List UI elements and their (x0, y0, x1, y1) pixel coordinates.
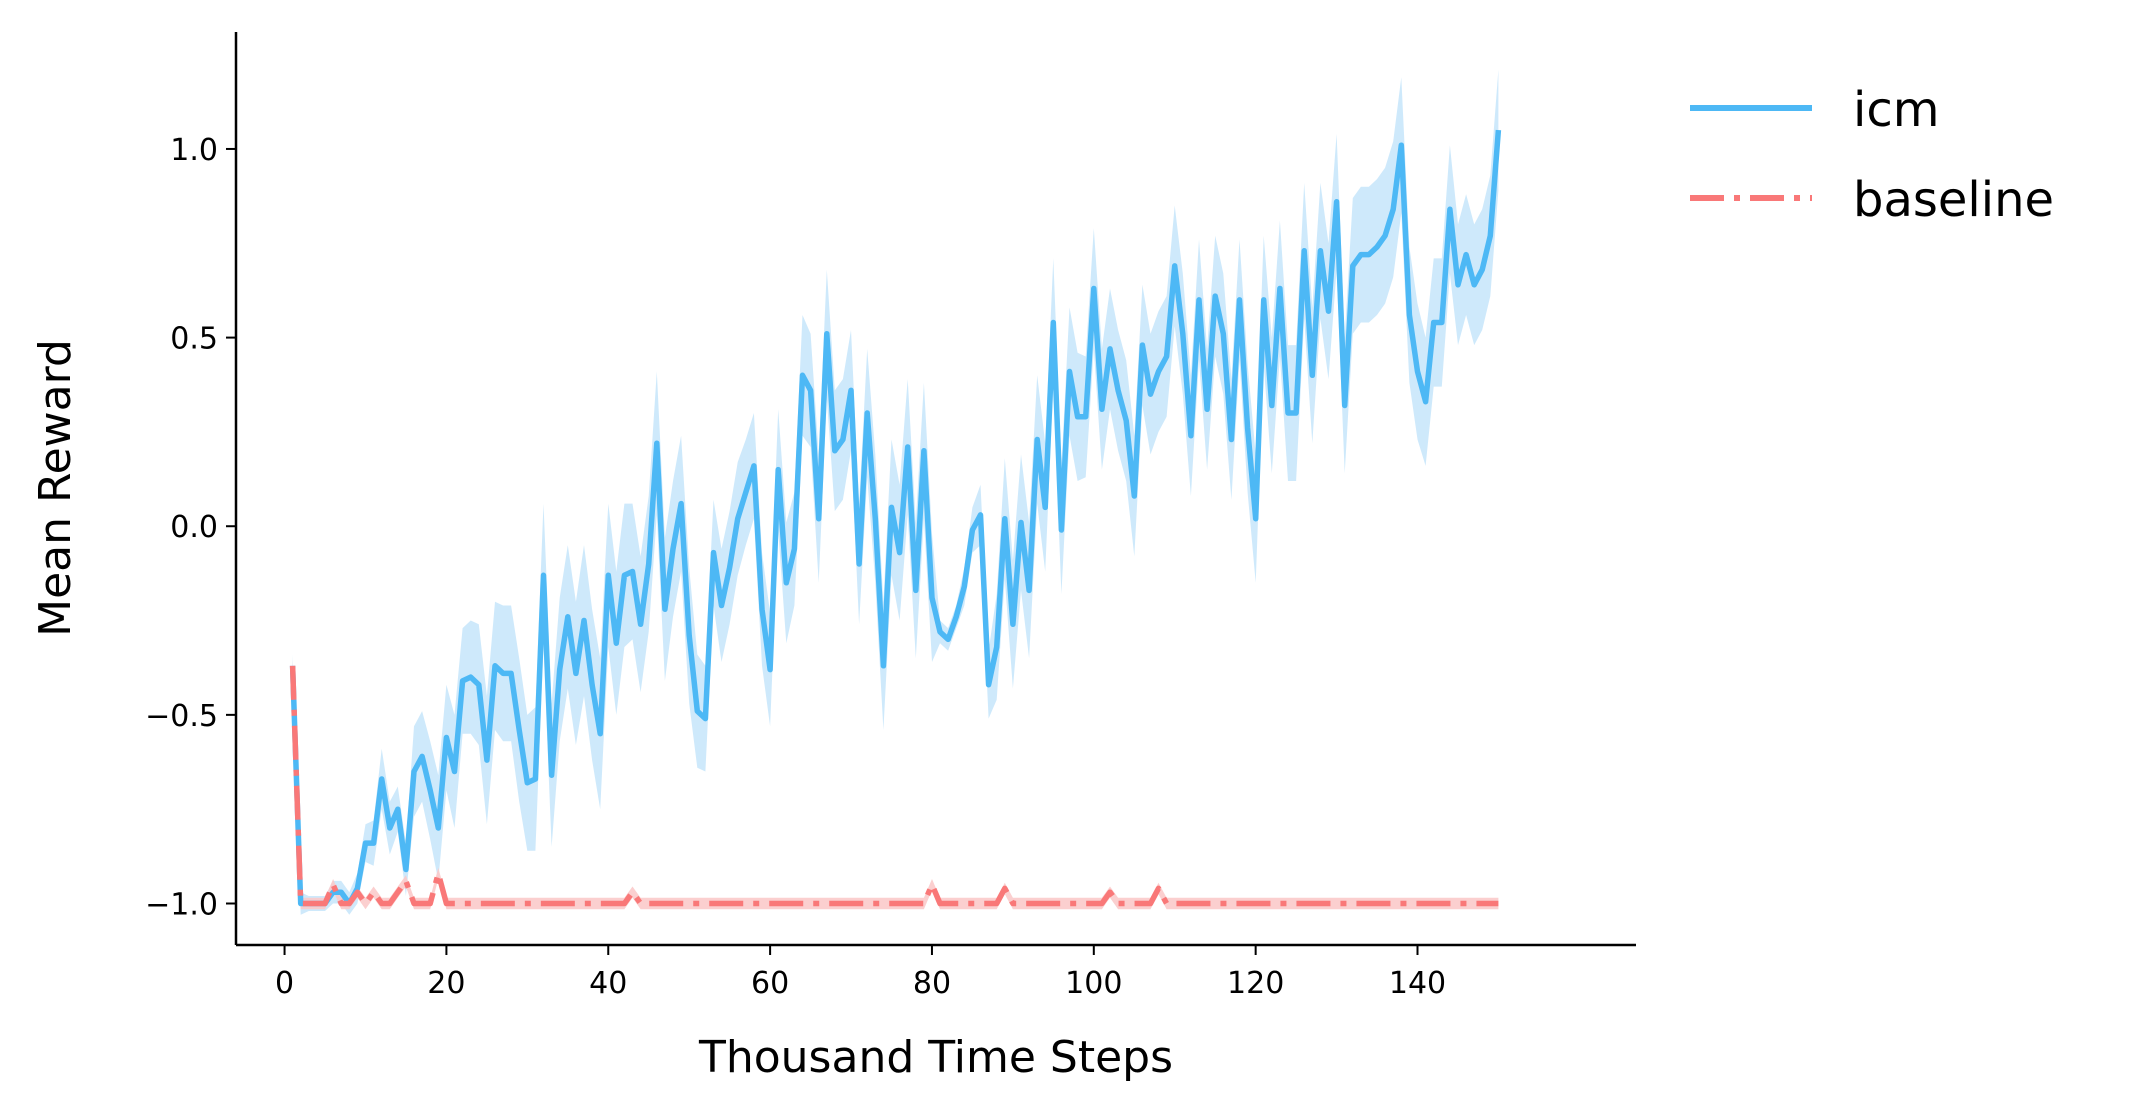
x-tick-label: 40 (589, 966, 627, 1001)
axes (234, 32, 1636, 947)
y-tick-label: −1.0 (145, 888, 218, 923)
y-tick-label: 1.0 (170, 133, 218, 168)
x-tick-label: 140 (1389, 966, 1446, 1001)
y-tick-label: 0.5 (170, 322, 218, 357)
series-lines (289, 129, 1502, 907)
legend: icm baseline (1690, 82, 2054, 228)
x-tick-label: 120 (1227, 966, 1284, 1001)
x-axis-title: Thousand Time Steps (698, 1032, 1173, 1083)
y-tick-label: −0.5 (145, 699, 218, 734)
legend-label-icm: icm (1853, 82, 1939, 138)
y-tick-label: 0.0 (170, 510, 218, 545)
series-line-baseline (289, 665, 1499, 907)
legend-label-baseline: baseline (1853, 172, 2054, 228)
band-icm (292, 69, 1499, 915)
x-tick-label: 0 (275, 966, 294, 1001)
x-tick-label: 80 (913, 966, 951, 1001)
x-tick-label: 100 (1065, 966, 1122, 1001)
series-line-icm (289, 129, 1502, 907)
x-tick-label: 60 (751, 966, 789, 1001)
x-ticks: 0 20 40 60 80 100 120 140 (275, 945, 1446, 1001)
confidence-bands (292, 69, 1499, 915)
y-ticks: −1.0 −0.5 0.0 0.5 1.0 (145, 133, 236, 923)
y-axis-title: Mean Reward (30, 339, 81, 637)
x-tick-label: 20 (427, 966, 465, 1001)
